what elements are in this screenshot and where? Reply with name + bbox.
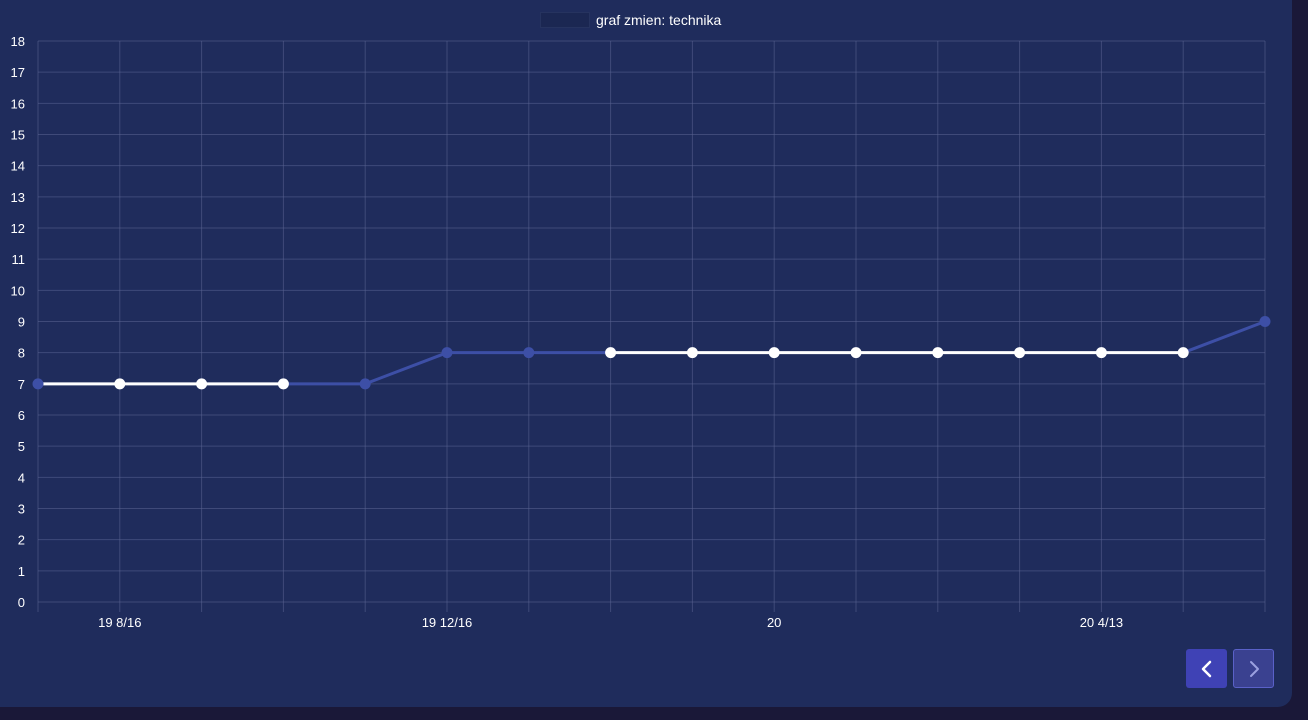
data-point: [196, 378, 208, 390]
data-point: [850, 347, 862, 359]
y-tick-label: 4: [18, 470, 25, 485]
legend-label: graf zmien: technika: [596, 12, 722, 28]
x-tick-label: 19 8/16: [98, 615, 141, 630]
y-tick-label: 15: [11, 128, 25, 143]
y-tick-label: 14: [11, 159, 25, 174]
y-tick-label: 11: [12, 252, 26, 267]
data-point: [932, 347, 944, 359]
series-line-segment: [1181, 320, 1267, 355]
y-tick-label: 18: [11, 34, 25, 49]
y-tick-label: 12: [11, 221, 25, 236]
data-point: [32, 378, 44, 390]
data-point: [686, 347, 698, 359]
x-tick-label: 19 12/16: [422, 615, 473, 630]
y-tick-label: 6: [18, 408, 25, 423]
chart-legend[interactable]: graf zmien: technika: [540, 12, 721, 28]
legend-swatch: [540, 12, 590, 28]
data-point: [768, 347, 780, 359]
y-tick-label: 9: [18, 315, 25, 330]
y-tick-label: 5: [18, 439, 25, 454]
chevron-right-icon: [1249, 660, 1259, 677]
next-button[interactable]: [1233, 649, 1274, 688]
data-point: [523, 347, 535, 359]
y-tick-label: 10: [11, 283, 25, 298]
chevron-left-icon: [1201, 660, 1211, 677]
series-line-segment: [363, 351, 449, 386]
y-tick-label: 1: [18, 564, 25, 579]
data-point: [605, 347, 617, 359]
data-point: [277, 378, 289, 390]
data-point: [114, 378, 126, 390]
y-tick-label: 2: [18, 533, 25, 548]
data-point: [1014, 347, 1026, 359]
x-tick-label: 20 4/13: [1080, 615, 1123, 630]
y-tick-label: 3: [18, 502, 25, 517]
y-tick-label: 17: [11, 65, 25, 80]
x-tick-label: 20: [767, 615, 781, 630]
data-point: [1177, 347, 1189, 359]
data-point: [441, 347, 453, 359]
y-tick-label: 0: [18, 595, 25, 610]
data-point: [1259, 316, 1271, 327]
y-tick-label: 8: [18, 346, 25, 361]
data-point: [1095, 347, 1107, 359]
previous-button[interactable]: [1186, 649, 1227, 688]
y-tick-label: 16: [11, 96, 25, 111]
y-tick-label: 7: [18, 377, 25, 392]
y-tick-label: 13: [11, 190, 25, 205]
data-point: [359, 378, 371, 390]
chart-card: 0 1 2 3 4 5 6 7 8 9 10 11 12 13 14 15 16 17 18 19 8/16 19 12…: [0, 0, 1292, 707]
